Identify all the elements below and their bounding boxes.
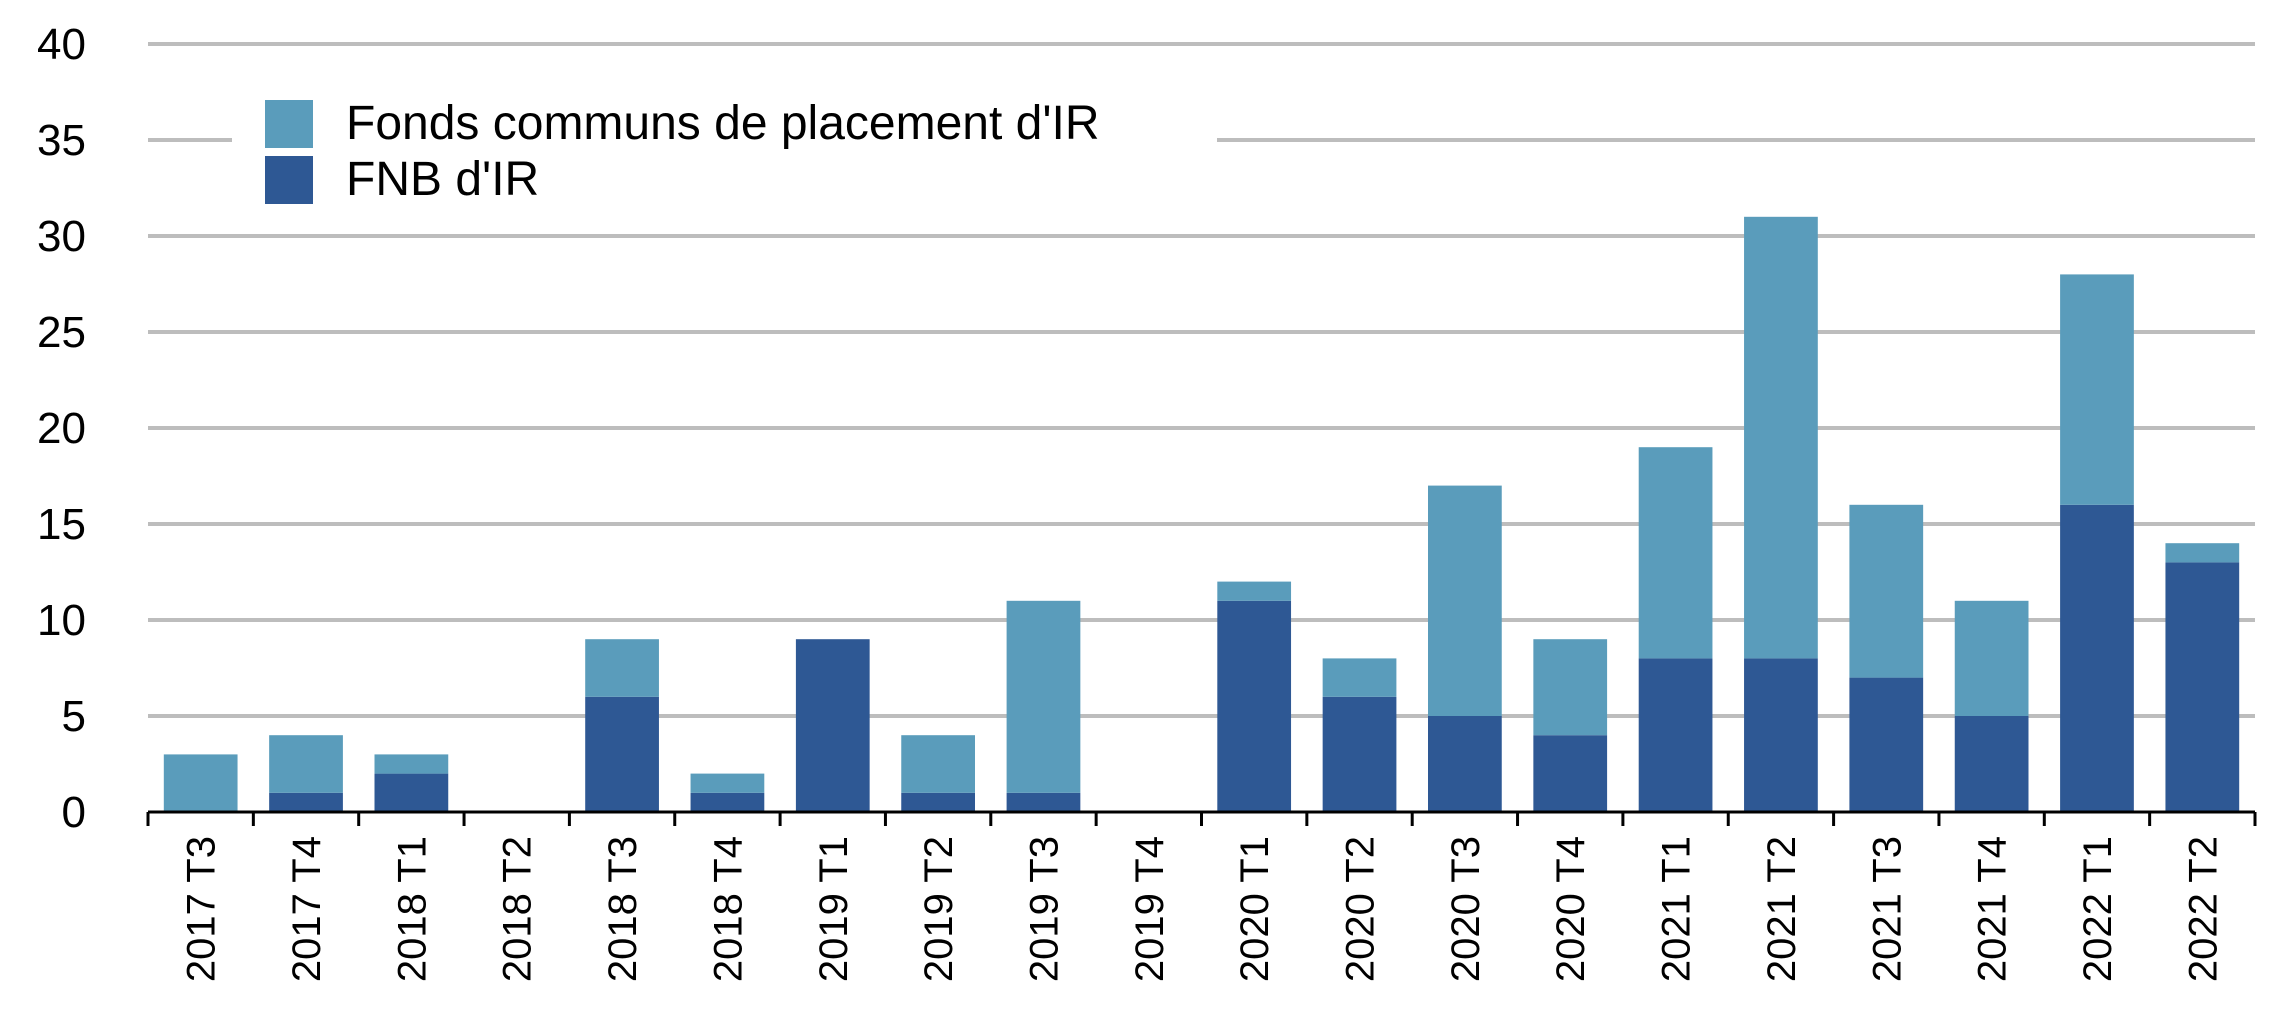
x-tick-label: 2021 T3 — [1865, 836, 1909, 982]
y-tick-label: 30 — [37, 212, 86, 261]
bar-segment — [1638, 447, 1713, 659]
bar-segment — [1533, 735, 1608, 812]
bar-segment — [1954, 600, 2029, 716]
bar-segment — [585, 639, 659, 697]
x-tick-label: 2020 T4 — [1549, 836, 1593, 982]
bar-segment — [1533, 639, 1608, 736]
bar-segment — [269, 792, 343, 812]
bar-segment — [2060, 274, 2134, 505]
x-tick-label: 2019 T3 — [1022, 836, 1066, 982]
x-tick-label: 2018 T3 — [601, 836, 645, 982]
x-axis: 2017 T3 2017 T4 2018 T1 2018 T2 2018 T3 2018 … — [146, 810, 2257, 982]
y-tick-label: 20 — [37, 404, 86, 453]
bar-segment — [1744, 216, 1818, 659]
y-axis: 0 5 10 15 20 25 30 35 40 — [37, 20, 86, 837]
x-tick-label: 2018 T1 — [390, 836, 434, 982]
x-tick-label: 2022 T2 — [2181, 836, 2225, 982]
bar-segment — [1006, 792, 1081, 812]
bar-segment — [901, 735, 975, 793]
x-tick-label: 2018 T2 — [496, 836, 540, 982]
bar-segment — [269, 735, 343, 793]
bar-segment — [1322, 696, 1397, 812]
y-tick-label: 35 — [37, 116, 86, 165]
x-tick-label: 2020 T1 — [1233, 836, 1277, 982]
bar-segment — [1849, 677, 1924, 812]
y-tick-label: 10 — [37, 596, 86, 645]
y-tick-label: 0 — [62, 788, 86, 837]
y-tick-label: 40 — [37, 20, 86, 69]
bar-segment — [1428, 485, 1502, 716]
legend-swatch — [265, 100, 313, 148]
x-tick-label: 2018 T4 — [706, 836, 750, 982]
x-tick-label: 2022 T1 — [2076, 836, 2120, 982]
bar-segment — [1638, 658, 1713, 812]
bar-segment — [1428, 716, 1502, 812]
x-tick-label: 2019 T4 — [1128, 836, 1172, 982]
x-tick-label: 2019 T2 — [917, 836, 961, 982]
legend-swatch — [265, 156, 313, 204]
x-tick-label: 2021 T1 — [1655, 836, 1699, 982]
bar-segment — [2165, 543, 2240, 563]
bar-segment — [1217, 581, 1292, 601]
bars — [163, 216, 2240, 812]
bar-segment — [1217, 600, 1292, 812]
bar-segment — [901, 792, 975, 812]
bar-segment — [1006, 600, 1081, 793]
x-tick-label: 2017 T3 — [180, 836, 224, 982]
y-tick-label: 15 — [37, 500, 86, 549]
bar-segment — [163, 754, 238, 812]
bar-segment — [1849, 504, 1924, 678]
legend-label: FNB d'IR — [346, 153, 539, 206]
bar-segment — [2165, 562, 2240, 812]
bar-segment — [1322, 658, 1397, 697]
bar-segment — [1954, 716, 2029, 812]
x-tick-label: 2020 T2 — [1339, 836, 1383, 982]
x-tick-label: 2021 T2 — [1760, 836, 1804, 982]
bar-segment — [690, 792, 765, 812]
bar-segment — [795, 639, 870, 812]
legend-label: Fonds communs de placement d'IR — [346, 97, 1100, 150]
bar-segment — [1744, 658, 1818, 812]
bar-segment — [2060, 504, 2134, 812]
y-tick-label: 5 — [62, 692, 86, 741]
y-tick-label: 25 — [37, 308, 86, 357]
x-tick-label: 2019 T1 — [812, 836, 856, 982]
x-tick-label: 2017 T4 — [285, 836, 329, 982]
legend-background — [232, 86, 1217, 212]
bar-segment — [374, 773, 449, 812]
x-tick-label: 2020 T3 — [1444, 836, 1488, 982]
bar-segment — [690, 773, 765, 793]
bar-segment — [585, 696, 659, 812]
bar-segment — [374, 754, 449, 774]
x-tick-label: 2021 T4 — [1971, 836, 2015, 982]
